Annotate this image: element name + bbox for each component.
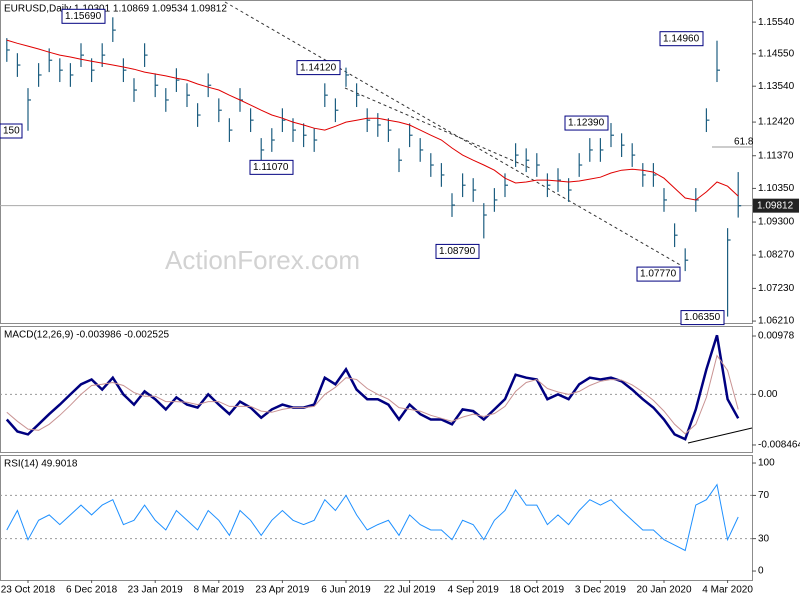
label-box xyxy=(636,266,681,282)
fib-label: 61.8 xyxy=(734,137,754,148)
price-label: 1.06350 xyxy=(684,312,721,323)
label-box xyxy=(61,8,106,24)
x-tick-label: 6 Jun 2019 xyxy=(321,585,371,596)
x-tick-label: 8 Mar 2019 xyxy=(194,585,245,596)
x-tick-label: 23 Oct 2018 xyxy=(1,585,56,596)
y-tick-label: 1.15540 xyxy=(758,17,795,28)
y-tick-label: 1.11370 xyxy=(758,150,794,161)
y-tick-label: 1.06210 xyxy=(758,316,795,327)
rsi-panel xyxy=(0,455,753,581)
x-tick-label: 3 Dec 2019 xyxy=(575,585,627,596)
y-tick-label: 100 xyxy=(758,458,775,469)
price-label: 1.15690 xyxy=(65,11,102,22)
x-tick-label: 22 Jul 2019 xyxy=(384,585,436,596)
last-price-box xyxy=(753,198,799,213)
y-tick-label: 1.09300 xyxy=(758,217,795,228)
y-tick-label: 1.08270 xyxy=(758,250,795,261)
y-tick-label: 1.14550 xyxy=(758,48,795,59)
panel-title: RSI(14) 49.9018 xyxy=(4,459,78,470)
price-label: 1.14960 xyxy=(663,33,700,44)
macd-panel xyxy=(0,326,753,453)
label-box xyxy=(564,115,609,131)
x-tick-label: 4 Mar 2020 xyxy=(702,585,753,596)
moving-average xyxy=(6,39,739,201)
y-tick-label: 1.10350 xyxy=(758,183,795,194)
last-price-label: 1.09812 xyxy=(757,200,794,211)
x-tick-label: 18 Oct 2019 xyxy=(510,585,565,596)
watermark: ActionForex.com xyxy=(165,245,360,275)
price-panel xyxy=(0,0,753,324)
x-tick-label: 4 Sep 2019 xyxy=(448,585,500,596)
label-box xyxy=(680,310,725,326)
chart-title: EURUSD,Daily 1.10301 1.10869 1.09534 1.0… xyxy=(4,4,227,15)
note-label: 150 xyxy=(3,126,20,137)
y-tick-label: 0.00978 xyxy=(758,331,795,342)
label-box xyxy=(296,60,341,76)
indicator-line xyxy=(6,483,739,552)
y-tick-label: 1.12420 xyxy=(758,117,795,128)
y-tick-label: 30 xyxy=(758,533,770,544)
y-tick-label: 0.00 xyxy=(758,389,778,400)
trend-line xyxy=(687,427,753,444)
label-box xyxy=(249,159,294,175)
price-label: 1.11070 xyxy=(253,162,289,173)
x-tick-label: 23 Apr 2019 xyxy=(255,585,309,596)
price-label: 1.07770 xyxy=(640,269,677,280)
y-tick-label: 0 xyxy=(758,566,764,577)
price-label: 1.08790 xyxy=(439,246,476,257)
trend-line xyxy=(224,1,683,267)
y-tick-label: -0.008464 xyxy=(758,440,800,451)
price-label: 1.14120 xyxy=(300,62,337,73)
label-box xyxy=(0,123,23,139)
y-tick-label: 1.13540 xyxy=(758,81,795,92)
price-label: 1.12390 xyxy=(568,118,605,129)
x-tick-label: 23 Jan 2019 xyxy=(128,585,183,596)
label-box xyxy=(659,31,704,47)
y-tick-label: 70 xyxy=(758,490,770,501)
label-box xyxy=(435,243,480,259)
indicator-line xyxy=(6,354,739,435)
y-tick-label: 1.07230 xyxy=(758,283,795,294)
x-tick-label: 6 Dec 2018 xyxy=(66,585,118,596)
panel-title: MACD(12,26,9) -0.003986 -0.002525 xyxy=(4,330,170,341)
x-tick-label: 20 Jan 2020 xyxy=(636,585,691,596)
